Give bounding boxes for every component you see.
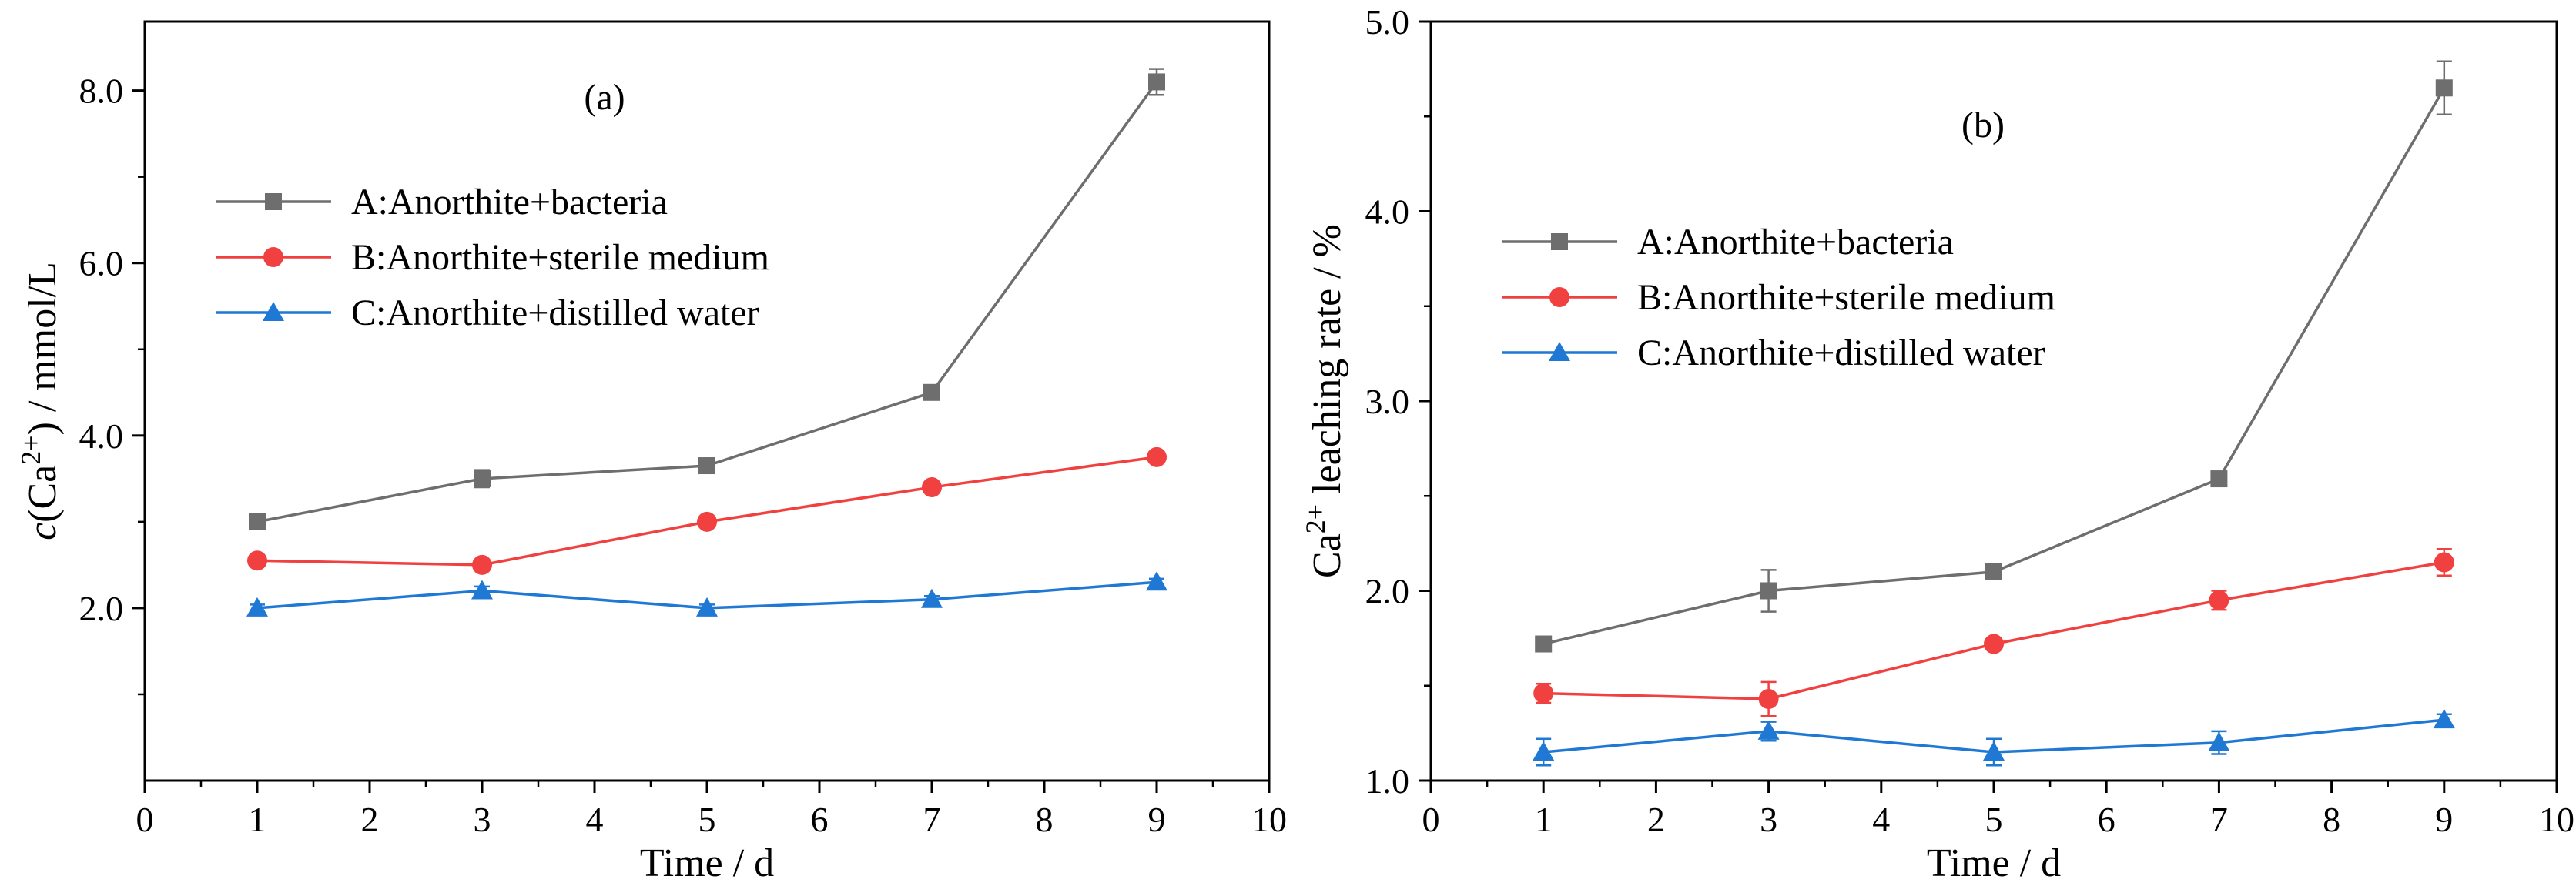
- data-point: [1985, 563, 2002, 580]
- data-point: [923, 383, 940, 401]
- y-axis-title-superscript: 2+: [1300, 504, 1331, 533]
- y-axis-title-main: (Ca: [21, 465, 65, 523]
- x-tick-label: 6: [811, 800, 829, 839]
- y-axis-title-rest: leaching rate / %: [1305, 224, 1349, 504]
- y-tick-label: 3.0: [1365, 382, 1410, 421]
- data-point: [247, 550, 267, 571]
- x-tick-label: 3: [474, 800, 491, 839]
- legend: A:Anorthite+bacteria B:Anorthite+sterile …: [216, 182, 769, 333]
- data-point: [2434, 552, 2454, 573]
- data-point: [2208, 731, 2230, 751]
- legend: A:Anorthite+bacteria B:Anorthite+sterile …: [1502, 222, 2055, 373]
- data-point: [471, 580, 493, 600]
- x-tick-label: 10: [1251, 800, 1287, 839]
- series-a: [1535, 60, 2453, 653]
- legend-marker: [1549, 287, 1569, 307]
- x-tick-label: 7: [923, 800, 941, 839]
- y-tick-label: 1.0: [1365, 761, 1410, 801]
- data-point: [249, 513, 266, 530]
- x-tick-label: 10: [2539, 800, 2574, 839]
- data-point: [697, 511, 717, 532]
- data-point: [1533, 741, 1555, 761]
- x-tick-label: 1: [249, 800, 266, 839]
- x-tick-label: 8: [1036, 800, 1054, 839]
- data-point: [472, 554, 492, 575]
- data-point: [921, 588, 943, 608]
- x-tick-label: 2: [1647, 800, 1665, 839]
- legend-label: B:Anorthite+sterile medium: [1637, 277, 2055, 318]
- legend-marker: [263, 302, 284, 321]
- y-tick-label: 4.0: [79, 416, 124, 456]
- data-point: [2210, 470, 2228, 488]
- y-axis-title-italic: c: [21, 523, 65, 540]
- x-tick-label: 9: [1148, 800, 1166, 839]
- chart-panel-a: 0 1 2 3 4 5 6 7 8 9 10 2.0 4.0 6.0 8.0 Time / d c(Ca2+) …: [15, 20, 1287, 885]
- y-axis-title-main: Ca: [1305, 533, 1349, 578]
- legend-marker: [1551, 233, 1568, 250]
- data-point: [1760, 582, 1777, 600]
- data-point: [1984, 634, 2004, 654]
- x-tick-label: 9: [2435, 800, 2453, 839]
- series-a: [249, 68, 1165, 530]
- panel-label: (b): [1961, 105, 2005, 145]
- y-axis-title-rest: ) / mmol/L: [21, 262, 65, 435]
- data-point: [1535, 635, 1553, 653]
- y-tick-label: 4.0: [1365, 192, 1410, 232]
- x-tick-label: 4: [1872, 800, 1890, 839]
- data-point: [1758, 689, 1779, 710]
- x-tick-label: 7: [2210, 800, 2228, 839]
- chart-panel-b: 0 1 2 3 4 5 6 7 8 9 10 1.0 2.0 3.0 4.0 5.0 Time / d Ca2+ …: [1300, 2, 2574, 885]
- y-axis-title: Ca2+ leaching rate / %: [1300, 224, 1349, 578]
- data-point: [1148, 73, 1165, 91]
- series-c: [246, 571, 1167, 617]
- data-point: [2209, 590, 2229, 610]
- legend-marker: [1549, 342, 1570, 361]
- data-point: [1533, 683, 1554, 704]
- data-point: [698, 457, 715, 475]
- x-tick-label: 0: [1422, 800, 1440, 839]
- data-point: [1983, 741, 2005, 761]
- x-tick-label: 2: [361, 800, 379, 839]
- data-point: [2435, 79, 2453, 97]
- data-point: [246, 597, 268, 617]
- x-tick-label: 4: [586, 800, 604, 839]
- series-b: [1533, 548, 2454, 717]
- data-point: [2433, 709, 2455, 729]
- data-point: [1757, 720, 1780, 740]
- x-tick-label: 5: [1985, 800, 2003, 839]
- x-tick-label: 0: [136, 800, 154, 839]
- y-tick-label: 6.0: [79, 244, 124, 283]
- series-c: [1533, 709, 2455, 767]
- legend-label: A:Anorthite+bacteria: [1637, 222, 1954, 262]
- y-tick-label: 2.0: [79, 589, 124, 628]
- panel-label: (a): [584, 77, 625, 118]
- legend-label: C:Anorthite+distilled water: [1637, 333, 2045, 373]
- data-point: [474, 470, 491, 487]
- x-axis-title: Time / d: [640, 841, 774, 885]
- legend-marker: [263, 247, 283, 267]
- series-b: [247, 446, 1167, 575]
- y-tick-label: 8.0: [79, 72, 124, 111]
- legend-label: C:Anorthite+distilled water: [351, 293, 759, 333]
- x-tick-label: 6: [2098, 800, 2115, 839]
- y-axis-title: c(Ca2+) / mmol/L: [15, 262, 65, 540]
- series-line: [1543, 560, 2445, 700]
- data-point: [696, 597, 718, 617]
- y-tick-label: 5.0: [1365, 2, 1410, 42]
- legend-label: B:Anorthite+sterile medium: [351, 237, 769, 278]
- y-tick-label: 2.0: [1365, 572, 1410, 611]
- x-tick-label: 3: [1760, 800, 1777, 839]
- legend-marker: [265, 193, 282, 210]
- x-tick-label: 1: [1535, 800, 1553, 839]
- data-point: [1147, 446, 1167, 467]
- plot-frame: [143, 20, 1271, 782]
- x-axis-title: Time / d: [1927, 841, 2061, 885]
- x-tick-label: 5: [698, 800, 716, 839]
- x-tick-label: 8: [2323, 800, 2340, 839]
- data-point: [922, 477, 942, 498]
- legend-label: A:Anorthite+bacteria: [351, 182, 668, 222]
- data-point: [1146, 571, 1167, 591]
- y-axis-title-superscript: 2+: [15, 435, 46, 464]
